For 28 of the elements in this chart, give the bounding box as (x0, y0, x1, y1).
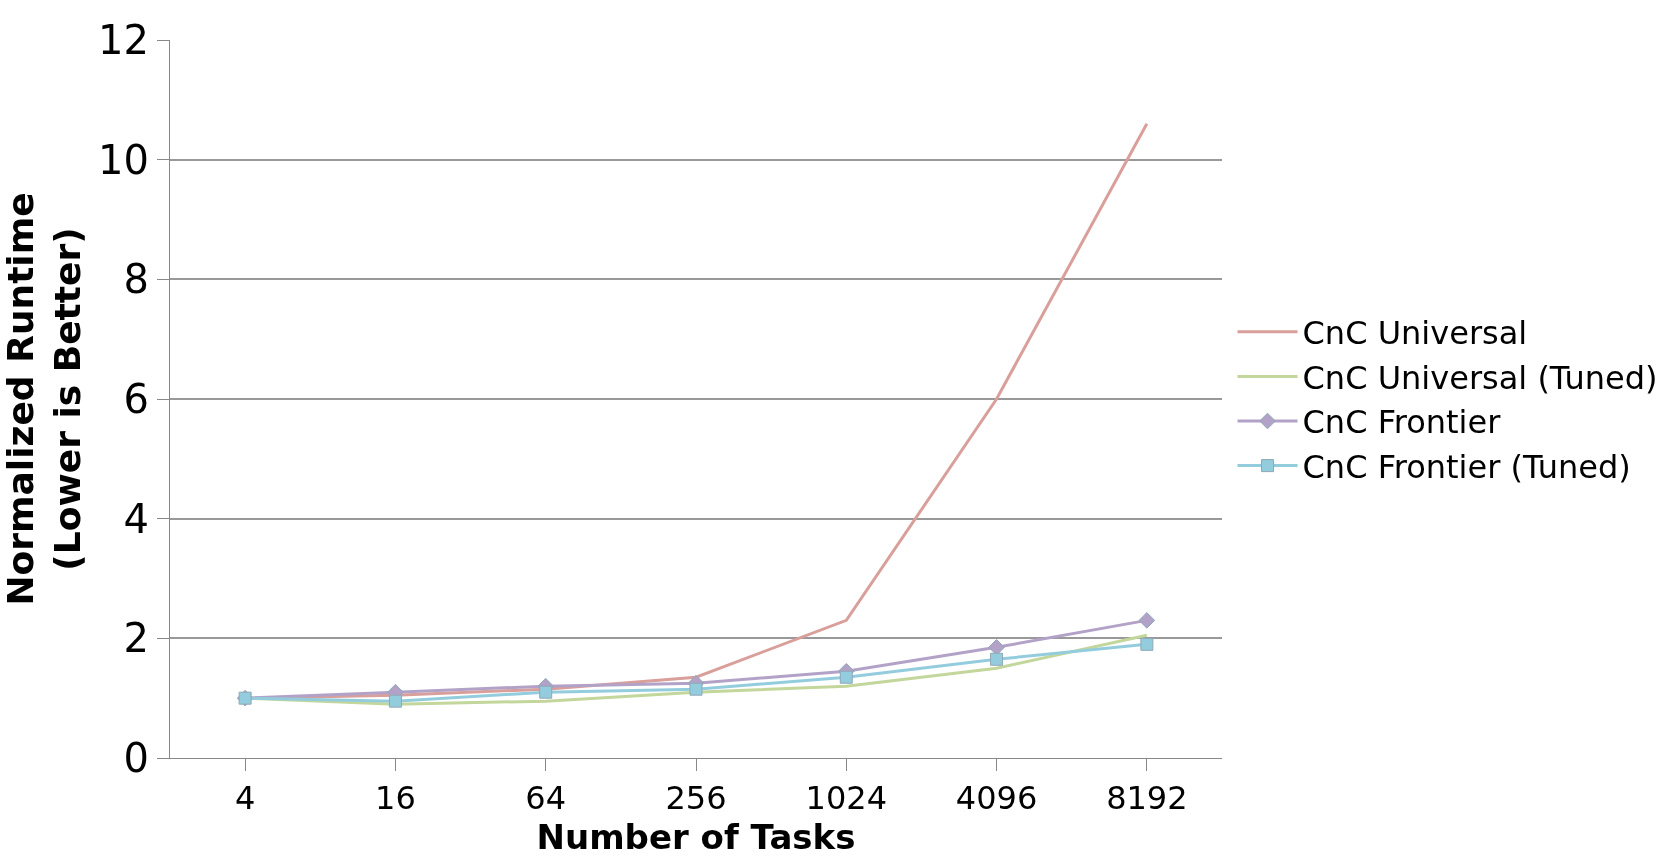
y-tick-label: 4 (123, 495, 149, 542)
legend-label: CnC Frontier (1302, 403, 1502, 442)
y-tick-label: 12 (98, 17, 149, 63)
x-tick-label: 64 (525, 779, 567, 818)
x-tick-label: 4096 (955, 779, 1038, 818)
legend-label: CnC Frontier (Tuned) (1302, 448, 1631, 487)
point (990, 652, 1004, 666)
x-tick-label: 1024 (805, 779, 888, 818)
x-tick-label: 256 (665, 779, 727, 818)
x-tick-label: 8192 (1106, 779, 1188, 818)
y-tick-label: 6 (123, 376, 149, 422)
legend-label: CnC Universal (1302, 314, 1528, 353)
point (839, 670, 853, 684)
x-tick-label: 4 (234, 779, 256, 818)
point (388, 694, 402, 708)
point (988, 639, 1005, 656)
y-tick-label: 10 (98, 136, 149, 183)
y-tick-label: 2 (123, 615, 149, 662)
x-axis-title: Number of Tasks (536, 817, 856, 858)
x-tick-label: 16 (375, 779, 416, 818)
point (1140, 637, 1154, 651)
point (1138, 612, 1156, 629)
y-axis-title: Normalized Runtime (Lower is Better) (0, 192, 88, 606)
point (539, 685, 553, 699)
y-tick-label: 8 (123, 256, 149, 303)
point (689, 682, 703, 696)
y-tick-label: 0 (123, 735, 149, 781)
legend-label: CnC Universal (Tuned) (1302, 358, 1658, 397)
